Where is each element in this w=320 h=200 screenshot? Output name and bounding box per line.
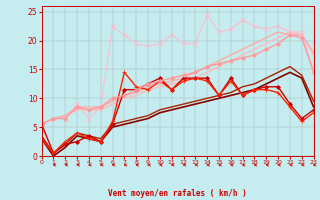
Text: Vent moyen/en rafales ( km/h ): Vent moyen/en rafales ( km/h ): [108, 189, 247, 198]
